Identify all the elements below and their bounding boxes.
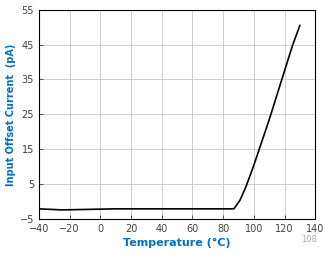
Text: 108: 108 — [301, 235, 317, 244]
Y-axis label: Input Offset Current  (pA): Input Offset Current (pA) — [6, 43, 16, 186]
X-axis label: Temperature (°C): Temperature (°C) — [123, 238, 231, 248]
